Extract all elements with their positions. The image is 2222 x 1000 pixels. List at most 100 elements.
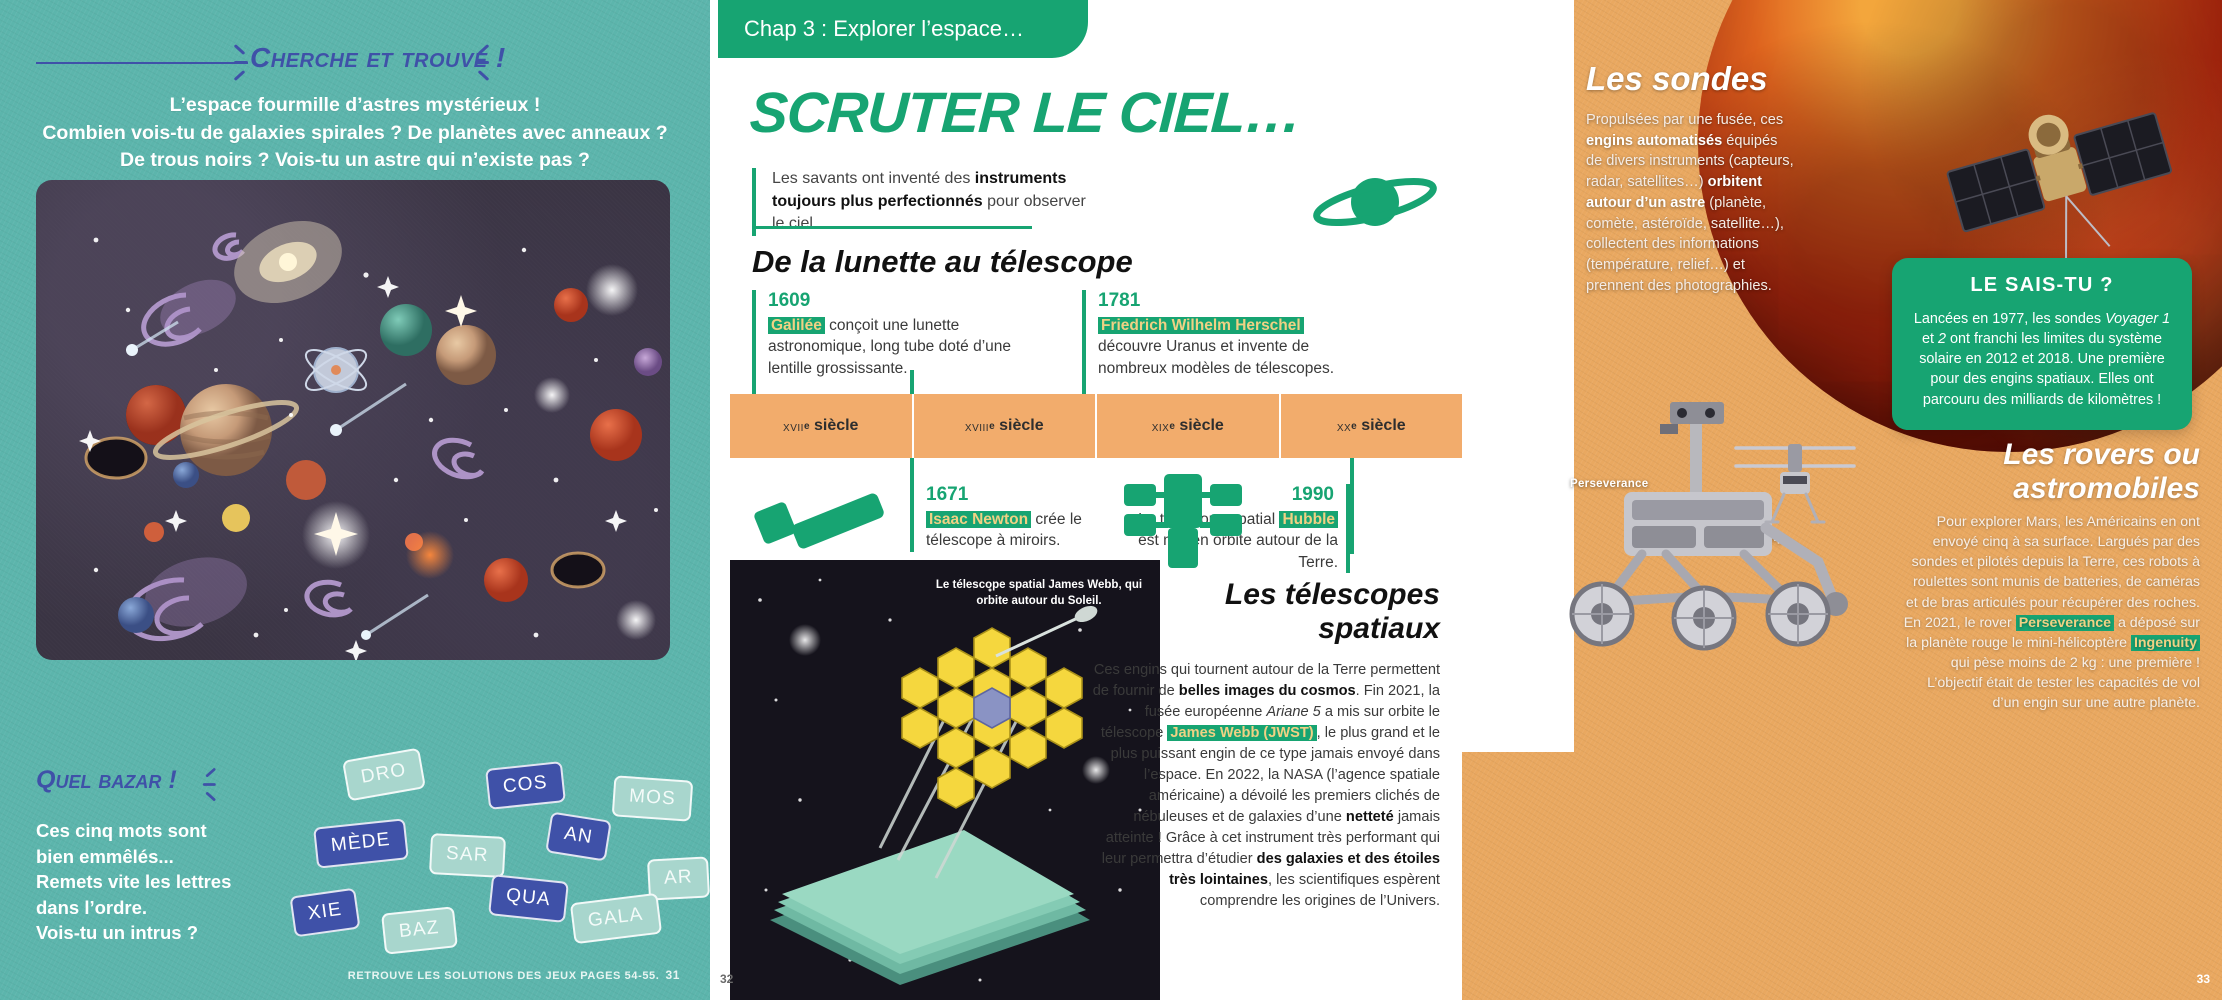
century-roman: xviii [964,418,990,434]
rovers-title: Les rovers ou astromobiles [1870,438,2200,505]
space-illustration [36,180,670,660]
timeline-tick [910,370,914,550]
word-tile[interactable]: SAR [428,833,506,878]
word-tile[interactable]: COS [485,761,566,810]
le-sais-tu-body: Lancées en 1977, les sondes Voyager 1 et… [1913,311,2171,408]
header-rule [36,62,248,64]
quel-bazar-text: Ces cinq mots sont bien emmêlés... Remet… [36,818,316,946]
lead-bold: instruments toujours plus perfectionnés [772,170,1067,210]
timeline-entry-1781: 1781 Friedrich Wilhelm Herschel découvre… [1082,290,1358,380]
century-word: siècle [1179,417,1224,434]
page-number-33: 33 [2196,972,2210,986]
timeline-text-after: crée le télescope à miroirs. [926,511,1082,550]
timeline-tick [1082,290,1086,458]
century-bar: xvii e siècle xviii e siècle xix e siècle x… [730,394,1462,458]
page-title: SCRUTER LE CIEL… [748,81,1303,145]
perseverance-rover-image [1569,402,1848,651]
word-tile[interactable]: AR [646,856,710,901]
word-tile[interactable]: DRO [342,747,426,802]
qb-line-5: Vois-tu un intrus ? [36,922,199,944]
sparkle-icon-right [473,44,499,81]
century-ordinal: e [1169,420,1175,432]
word-tile[interactable]: BAZ [381,906,458,955]
lead-prefix: Les savants ont inventé des [772,170,975,187]
rovers-title-line-1: Les rovers ou [2003,438,2200,471]
rovers-title-line-2: astromobiles [2013,471,2200,505]
century-ordinal: e [989,420,995,432]
timeline-text: Galilée conçoit une lunette astronomique… [768,315,1028,379]
telescopes-title-line-1: Les télescopes [1224,578,1440,611]
quel-bazar-title: Quel bazar ! [36,766,177,794]
qb-line-1: Ces cinq mots sont [36,820,207,841]
word-tile[interactable]: GALA [569,892,662,945]
intro-line-1: L’espace fourmille d’astres mystérieux ! [169,94,541,116]
chapter-tab-label: Chap 3 : Explorer l’espace… [744,16,1025,41]
ingenuity-helicopter-image [1734,444,1856,524]
right-page: Les sondes Propulsées par une fusée, ces… [1462,0,2222,1000]
solutions-note: RETROUVE LES SOLUTIONS DES JEUX PAGES 54… [347,970,660,982]
timeline-tick [752,290,756,458]
qb-line-3: Remets vite les lettres [36,871,232,893]
timeline-tick [1350,394,1354,554]
chapter-tab[interactable]: Chap 3 : Explorer l’espace… [718,0,1088,58]
subtitle-lunette-telescope: De la lunette au télescope [752,244,1133,279]
century-word: siècle [999,417,1044,434]
timeline-highlight: Friedrich Wilhelm Herschel [1098,317,1304,334]
timeline-year: 1671 [926,484,969,505]
timeline-entry-1609: 1609 Galilée conçoit une lunette astrono… [752,290,1028,380]
word-tile[interactable]: MOS [611,775,694,822]
sparkle-icon-left [224,44,250,81]
century-ordinal: e [1351,420,1357,432]
century-cell-xix: xix e siècle [1097,394,1281,458]
word-tile[interactable]: XIE [289,887,361,938]
century-cell-xvii: xvii e siècle [730,394,914,458]
timeline-year: 1609 [768,290,811,311]
timeline-text-after: découvre Uranus et invente de nombreux m… [1098,338,1335,377]
page-number-32: 32 [720,972,734,986]
jwst-illustration [730,560,1160,1000]
intro-line-3: De trous noirs ? Vois-tu un astre qui n’… [120,149,590,172]
page-number-31: 31 [665,968,680,982]
space-scene-svg [79,220,662,660]
sparkle-icon-quel-bazar [201,767,225,802]
word-tile[interactable]: AN [545,811,612,862]
telescopes-body: Ces engins qui tournent autour de la Ter… [1092,662,1440,909]
timeline-year: 1781 [1098,290,1141,311]
left-footer: RETROUVE LES SOLUTIONS DES JEUX PAGES 54… [348,968,680,982]
qb-line-4: dans l’ordre. [36,896,148,918]
le-sais-tu-box: LE SAIS-TU ? Lancées en 1977, les sondes… [1892,258,2192,430]
cherche-et-trouve-title: Cherche et trouve ! [250,42,506,73]
jwst-caption: Le télescope spatial James Webb, qui orb… [935,579,1143,607]
century-ordinal: e [803,420,810,432]
sondes-body: Propulsées par une fusée, ces engins aut… [1586,112,1794,294]
intro-line-2: Combien vois-tu de galaxies spirales ? D… [42,121,668,144]
century-word: siècle [1361,417,1406,434]
left-page: Cherche et trouve ! L’espace fourmille d… [0,0,710,1000]
century-cell-xviii: xviii e siècle [914,394,1097,458]
space-probe-icon [1946,112,2172,261]
perseverance-label: Perseverance [1570,478,1649,490]
space-telescope-icon [1124,474,1242,568]
saturn-icon [1313,177,1437,227]
century-cell-xx: xx e siècle [1281,394,1463,458]
center-page: Chap 3 : Explorer l’espace… SCRUTER LE C… [710,0,1462,1000]
telescopes-title-line-2: spatiaux [1318,611,1440,645]
intro-text: L’espace fourmille d’astres mystérieux !… [0,92,710,175]
timeline-highlight: Galilée [768,317,825,334]
refracting-telescope-icon [754,493,884,549]
century-roman: xx [1336,418,1352,434]
century-roman: xvii [783,418,804,434]
timeline-text: Isaac Newton crée le télescope à miroirs… [926,509,1136,552]
qb-line-2: bien emmêlés... [36,845,174,867]
word-tile[interactable]: MÈDE [313,818,409,869]
jwst-svg [730,560,1160,1000]
white-wedge [1462,0,1574,752]
timeline-text-after: conçoit une lunette astronomique, long t… [768,317,1012,377]
century-roman: xix [1151,418,1170,434]
sondes-title: Les sondes [1586,60,1768,97]
timeline-highlight: Hubble [1279,511,1338,528]
century-word: siècle [813,417,859,434]
timeline-highlight: Isaac Newton [926,511,1032,528]
word-tile[interactable]: QUA [488,874,569,923]
